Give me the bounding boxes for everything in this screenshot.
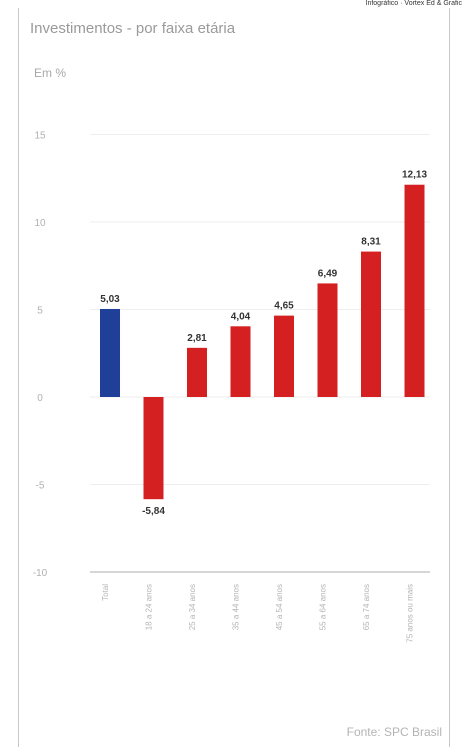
category-label: Total: [101, 584, 110, 601]
category-label: 18 a 24 anos: [145, 584, 154, 630]
y-tick-label: -10: [33, 568, 48, 579]
category-label: 45 a 54 anos: [275, 584, 284, 630]
bar: [230, 326, 251, 397]
category-label: 25 a 34 anos: [188, 584, 197, 630]
bar: [404, 184, 425, 397]
bar: [143, 397, 164, 500]
y-tick-label: -5: [36, 481, 45, 492]
y-tick-label: 0: [37, 393, 43, 404]
bar: [317, 283, 338, 397]
bars: [100, 184, 425, 500]
data-label: 4,04: [231, 311, 251, 322]
credit-text: Infográfico · Vortex Ed & Grafic: [365, 0, 463, 7]
category-labels: Total 18 a 24 anos 25 a 34 anos 35 a 44 ano…: [101, 584, 415, 643]
bar: [100, 308, 120, 397]
data-label: 4,65: [274, 301, 294, 312]
y-tick-label: 5: [37, 306, 43, 317]
category-label: 35 a 44 anos: [232, 584, 241, 630]
source-text: Fonte: SPC Brasil: [346, 725, 442, 739]
category-label: 55 a 64 anos: [319, 584, 328, 630]
y-tick-label: 15: [34, 131, 46, 142]
data-label: 2,81: [187, 333, 207, 344]
unit-label: Em %: [34, 66, 67, 80]
category-label: 75 anos ou mais: [406, 584, 415, 643]
data-label: 6,49: [318, 268, 338, 279]
value-labels: 5,03 -5,84 2,81 4,04 4,65 6,49 8,31 12,13: [100, 170, 427, 517]
y-tick-label: 10: [34, 218, 46, 229]
bar: [187, 347, 207, 397]
data-label: 8,31: [361, 237, 381, 248]
data-label: 5,03: [100, 294, 120, 305]
category-label: 65 a 74 anos: [362, 584, 371, 630]
data-label: 12,13: [402, 170, 427, 181]
data-label: -5,84: [142, 506, 165, 517]
chart-title: Investimentos - por faixa etária: [30, 20, 236, 37]
bar: [361, 251, 381, 397]
bar: [274, 315, 294, 397]
y-axis-ticks: -10 -5 0 5 10 15: [33, 131, 48, 580]
